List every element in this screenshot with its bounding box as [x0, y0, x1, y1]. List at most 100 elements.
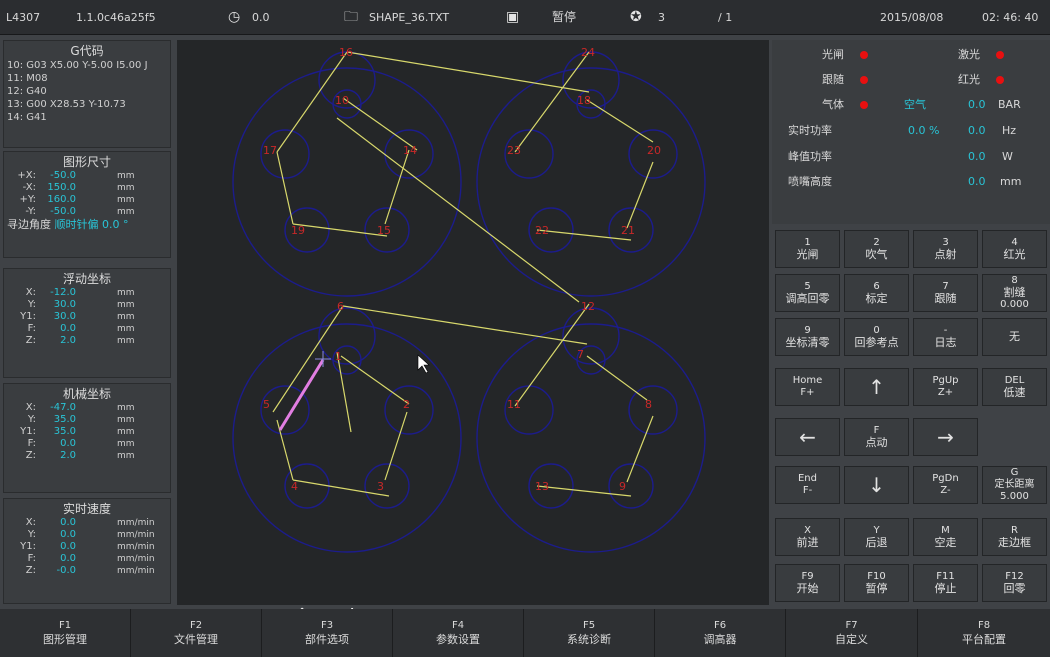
kerf-button[interactable]: 8 割缝 0.000	[982, 274, 1047, 312]
trace-frame-button[interactable]: R 走边框	[982, 518, 1047, 556]
edge-angle-direction[interactable]: 顺时针偏	[54, 218, 99, 231]
jog-right-button[interactable]: →	[913, 418, 978, 456]
part-number-label: 4	[291, 480, 298, 493]
f2-file-manage-button[interactable]: F2 文件管理	[131, 609, 262, 657]
realtime-power-value: 0.0 %	[908, 124, 940, 137]
stop-button[interactable]: F11 停止	[913, 564, 978, 602]
jog-mode-button[interactable]: F 点动	[844, 418, 909, 456]
part-number-label: 20	[647, 144, 661, 157]
follow-button[interactable]: 7 跟随	[913, 274, 978, 312]
blow-button[interactable]: 2 吹气	[844, 230, 909, 268]
speed-row: Y: 0.0 mm/min	[27, 529, 155, 540]
zero-coord-button[interactable]: 9 坐标清零	[775, 318, 840, 356]
folder-icon: 🗀	[344, 9, 358, 25]
log-button[interactable]: - 日志	[913, 318, 978, 356]
arrow-up-icon: ↑	[868, 375, 885, 399]
run-state: 暂停	[552, 10, 577, 24]
gas-type: 空气	[904, 98, 926, 111]
follow-label: 跟随	[822, 73, 844, 86]
f8-platform-config-button[interactable]: F8 平台配置	[918, 609, 1050, 657]
gauge-icon: ◷	[228, 9, 241, 25]
speed-up-button[interactable]: Home F+	[775, 368, 840, 406]
cycle-count: 3	[658, 11, 665, 24]
height-home-button[interactable]: 5 调高回零	[775, 274, 840, 312]
jog-up-button[interactable]: ↑	[844, 368, 909, 406]
low-speed-button[interactable]: DEL 低速	[982, 368, 1047, 406]
calibrate-button[interactable]: 6 标定	[844, 274, 909, 312]
float-coord-row: Y1: 30.0 mm	[20, 311, 135, 322]
none-button[interactable]: 无	[982, 318, 1047, 356]
red-light-button[interactable]: 4 红光	[982, 230, 1047, 268]
part-number-label: 3	[377, 480, 384, 493]
z-down-button[interactable]: PgDn Z-	[913, 466, 978, 504]
jog-down-button[interactable]: ↓	[844, 466, 909, 504]
shape-size-row: +X: -50.0 mm	[17, 170, 135, 181]
pause-button[interactable]: F10 暂停	[844, 564, 909, 602]
travel-paths	[272, 51, 654, 497]
gcode-panel: G代码 10: G03 X5.00 Y-5.00 I5.00 J 11: M08…	[3, 40, 171, 148]
gas-label: 气体	[822, 98, 844, 111]
part-number-label: 13	[535, 480, 549, 493]
part-number-label: 14	[403, 144, 417, 157]
gcode-line: 14: G41	[7, 112, 47, 123]
laser-label: 激光	[958, 48, 980, 61]
frequency-value: 0.0	[968, 124, 986, 137]
gas-indicator	[860, 101, 868, 109]
part-number-label: 2	[403, 398, 410, 411]
realtime-power-label: 实时功率	[788, 124, 832, 137]
machine-coord-row: Z: 2.0 mm	[25, 450, 135, 461]
part-number-label: 17	[263, 144, 277, 157]
forward-button[interactable]: X 前进	[775, 518, 840, 556]
float-coord-panel: 浮动坐标 X: -12.0 mm Y: 30.0 mm Y1: 30.0 mm F: 0.0 m…	[3, 268, 171, 378]
float-coord-row: X: -12.0 mm	[25, 287, 135, 298]
reference-point-button[interactable]: 0 回参考点	[844, 318, 909, 356]
nozzle-height-value: 0.0	[968, 175, 986, 188]
date: 2015/08/08	[880, 11, 944, 24]
realtime-speed-title: 实时速度	[62, 502, 111, 516]
gas-pressure-unit: BAR	[998, 98, 1021, 111]
fixed-distance-button[interactable]: G 定长距离 5.000	[982, 466, 1047, 504]
shape-size-panel: 图形尺寸 +X: -50.0 mm -X: 150.0 mm +Y: 160.0 mm -Y…	[3, 151, 171, 258]
f4-parameters-button[interactable]: F4 参数设置	[393, 609, 524, 657]
home-button[interactable]: F12 回零	[982, 564, 1047, 602]
backward-button[interactable]: Y 后退	[844, 518, 909, 556]
f3-part-options-button[interactable]: F3 部件选项	[262, 609, 393, 657]
drawing-canvas[interactable]: 16 10 17 14 19 15 24 18 23 20 22 21 6 1 5 2 4 3 12 7 11 8 13 9 …	[177, 40, 769, 629]
top-status-bar: L4307 1.1.0c46a25f5 ◷ 0.0 🗀 SHAPE_36.TXT…	[0, 0, 1050, 35]
speed-row: F: 0.0 mm/min	[27, 553, 155, 564]
pulse-button[interactable]: 3 点射	[913, 230, 978, 268]
peak-power-value: 0.0	[968, 150, 986, 163]
machine-coord-row: Y: 35.0 mm	[27, 414, 135, 425]
part-number-label: 24	[581, 46, 595, 59]
part-number-label: 22	[535, 224, 549, 237]
gcode-title: G代码	[70, 44, 104, 58]
machine-coord-row: Y1: 35.0 mm	[20, 426, 135, 437]
machine-id: L4307	[6, 11, 41, 24]
realtime-speed-panel: 实时速度 X: 0.0 mm/min Y: 0.0 mm/min Y1: 0.0 mm/mi…	[3, 498, 171, 604]
part-number-label: 9	[619, 480, 626, 493]
f5-diagnostics-button[interactable]: F5 系统诊断	[524, 609, 655, 657]
nozzle-height-unit: mm	[1000, 175, 1022, 188]
f7-custom-button[interactable]: F7 自定义	[786, 609, 918, 657]
speed-row: Z: -0.0 mm/min	[25, 565, 155, 576]
f6-height-controller-button[interactable]: F6 调高器	[655, 609, 786, 657]
f1-shape-manage-button[interactable]: F1 图形管理	[0, 609, 131, 657]
arrow-down-icon: ↓	[868, 473, 885, 497]
head-crosshair	[315, 351, 331, 367]
jog-left-button[interactable]: ←	[775, 418, 840, 456]
start-button[interactable]: F9 开始	[775, 564, 840, 602]
machine-coord-panel: 机械坐标 X: -47.0 mm Y: 35.0 mm Y1: 35.0 mm F: 0.0 m…	[3, 383, 171, 493]
part-outlines	[232, 51, 706, 553]
machine-coord-title: 机械坐标	[62, 387, 111, 401]
part-number-label: 5	[263, 398, 270, 411]
z-up-button[interactable]: PgUp Z+	[913, 368, 978, 406]
shutter-button[interactable]: 1 光闸	[775, 230, 840, 268]
shutter-indicator	[860, 51, 868, 59]
dry-run-button[interactable]: M 空走	[913, 518, 978, 556]
gas-pressure-value: 0.0	[968, 98, 986, 111]
monitor-icon: ▣	[506, 9, 520, 25]
nozzle-height-label: 喷嘴高度	[788, 175, 832, 188]
shape-size-row: -X: 150.0 mm	[22, 182, 135, 193]
speed-down-button[interactable]: End F-	[775, 466, 840, 504]
